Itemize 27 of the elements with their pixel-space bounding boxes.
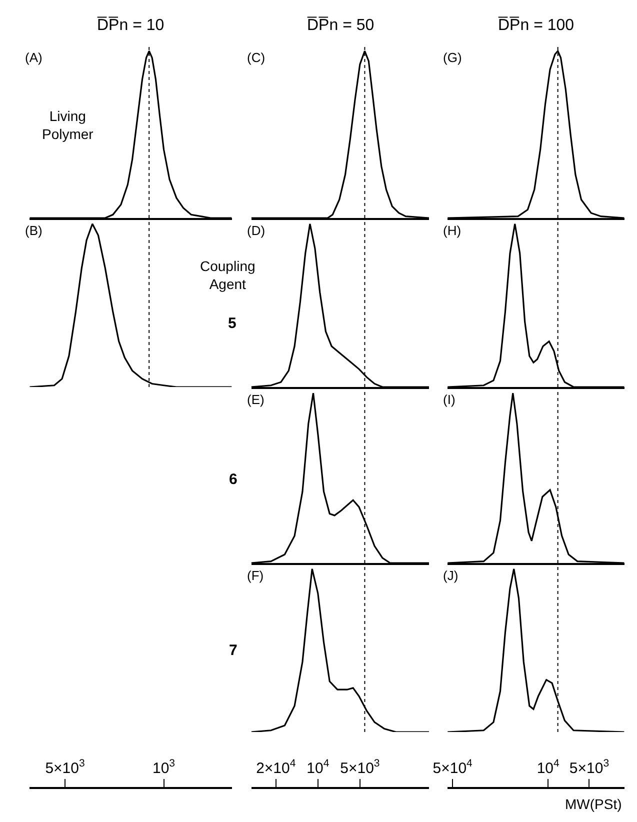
annotation: (F) (247, 568, 264, 583)
annotation: Coupling Agent (200, 258, 256, 292)
x-tick-label: 10$^{4}$ (306, 758, 330, 777)
x-tick-label: 10$^{3}$ (152, 758, 176, 777)
chart-title: D̅P̅n = 10 (97, 16, 164, 34)
annotation: (B) (25, 223, 42, 238)
x-tick-label: 5×10$^{3}$ (45, 758, 85, 777)
text: 7 (229, 642, 238, 659)
x-axis-title: MW(PSt) (565, 796, 622, 812)
annotation: (D) (247, 223, 266, 238)
chart-title: D̅P̅n = 50 (307, 16, 374, 34)
x-tick-label: 5×10$^{3}$ (340, 758, 380, 777)
x-tick-label: 10$^{4}$ (536, 758, 560, 777)
chart-title: D̅P̅n = 100 (498, 16, 574, 34)
x-tick-label: 5×10$^{3}$ (569, 758, 610, 777)
annotation: Living Polymer (42, 108, 94, 142)
x-tick-label: 2×10$^{4}$ (256, 758, 296, 777)
annotation: (J) (443, 568, 458, 583)
annotation: (A) (25, 50, 42, 65)
annotation: (G) (443, 50, 462, 65)
annotation: (H) (443, 223, 462, 238)
x-tick-label: 5×10$^{4}$ (432, 758, 473, 777)
annotation: (C) (247, 50, 266, 65)
annotation: (I) (443, 392, 456, 407)
annotation: (E) (247, 392, 264, 407)
annotation: 5 (228, 315, 236, 332)
text: 6 (229, 471, 238, 488)
